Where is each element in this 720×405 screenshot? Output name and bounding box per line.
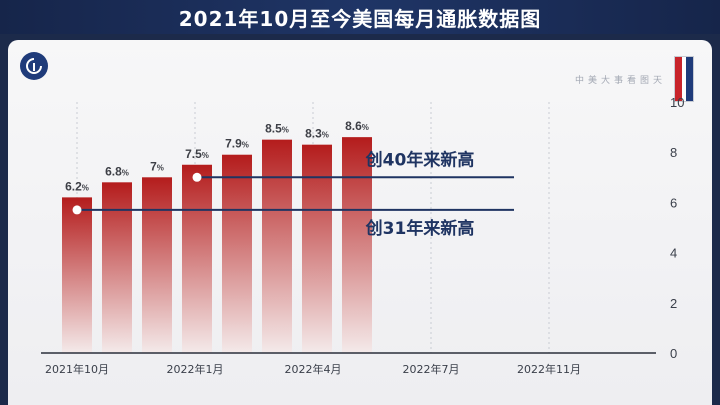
bar-chart: 6.2% 6.8% 7% 7.5% 7.9% 8.5% 8.3% 8.6% 0 2 4 6 8 10 20… [41,95,684,376]
page-title: 2021年10月至今美国每月通胀数据图 [178,6,542,31]
bar [262,139,292,353]
logo-icon [20,52,48,80]
x-tick-label: 2022年1月 [167,362,224,376]
bar [222,154,252,353]
data-label: 8.3% [305,127,329,141]
reference-marker [192,172,202,182]
chart-card: 中美大事看图天 6.2% 6.8% 7% 7.5% 7.9% 8.5% 8.3% 8.6% 0… [8,40,712,405]
y-tick-label: 2 [670,296,677,311]
data-label: 7% [150,159,164,173]
header-bar: 2021年10月至今美国每月通胀数据图 [0,0,720,34]
data-label: 6.8% [105,164,129,178]
x-tick-label: 2022年7月 [403,362,460,376]
bar [342,137,372,353]
data-label: 6.2% [65,179,89,193]
watermark: 中美大事看图天 [575,56,694,102]
reference-marker [72,205,82,215]
data-label: 8.6% [345,119,369,133]
data-label: 8.5% [265,122,289,136]
data-label: 7.9% [225,137,249,151]
annotation-label: 创40年来新高 [365,149,475,170]
bar [182,164,212,353]
y-tick-label: 8 [670,145,677,160]
bar [102,182,132,353]
y-tick-label: 6 [670,195,677,210]
x-tick-label: 2022年4月 [285,362,342,376]
bar [62,197,92,353]
data-label: 7.5% [185,147,209,161]
y-tick-label: 4 [670,246,677,261]
x-tick-label: 2021年10月 [45,362,109,376]
annotation-label: 创31年来新高 [365,218,475,239]
bar [302,144,332,353]
flag-icon [674,56,694,102]
y-tick-label: 10 [670,95,684,110]
y-tick-label: 0 [670,346,677,361]
x-tick-label: 2022年11月 [517,362,581,376]
watermark-text: 中美大事看图天 [574,74,666,85]
bar [142,177,172,353]
